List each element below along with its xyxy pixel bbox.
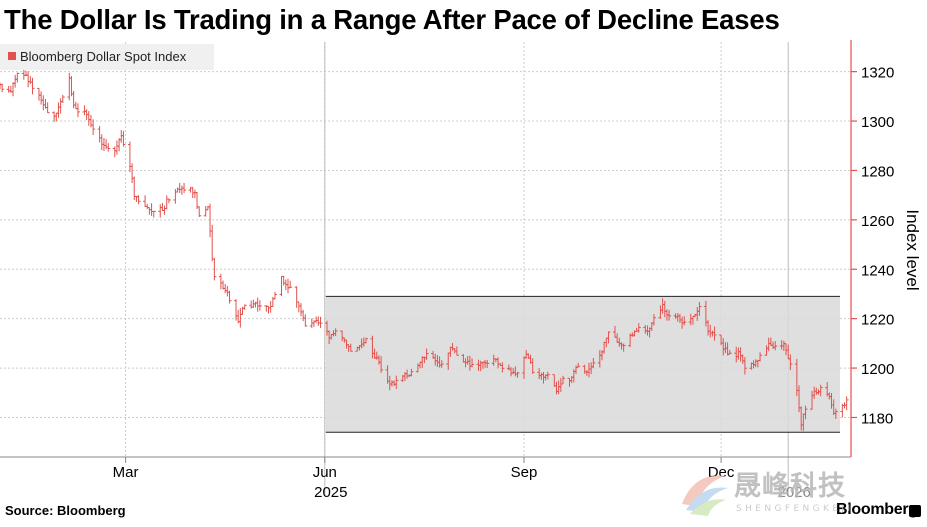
y-axis-label: Index level — [903, 209, 922, 290]
watermark-text: 晟峰科技 — [734, 471, 846, 502]
legend-label: Bloomberg Dollar Spot Index — [20, 49, 187, 64]
legend-swatch — [8, 52, 16, 60]
watermark-subtext: SHENGFENGKEJI — [736, 504, 854, 514]
trading-range-band — [325, 296, 840, 433]
x-tick-label: Mar — [113, 464, 139, 481]
series-bloomberg-dollar-spot — [0, 67, 849, 431]
bloomberg-logo-icon — [909, 505, 921, 517]
source-note: Source: Bloomberg — [5, 503, 126, 518]
watermark-logo-icon — [682, 475, 728, 516]
chart-title: The Dollar Is Trading in a Range After P… — [4, 4, 780, 35]
y-tick-label: 1300 — [861, 114, 894, 131]
y-tick-label: 1180 — [861, 410, 893, 427]
watermark: 晟峰科技 SHENGFENGKEJI — [676, 466, 876, 522]
legend: Bloomberg Dollar Spot Index — [0, 44, 214, 70]
y-tick-label: 1260 — [861, 213, 894, 230]
x-tick-label: Sep — [511, 464, 538, 481]
y-tick-label: 1220 — [861, 312, 894, 329]
x-tick-label: Jun — [313, 464, 337, 481]
y-axis-ticks: 1180 1200 1220 1240 1260 1280 1300 1320 — [851, 65, 894, 427]
y-tick-label: 1320 — [861, 65, 894, 82]
y-tick-label: 1240 — [861, 262, 894, 279]
y-tick-label: 1200 — [861, 361, 894, 378]
x-year-label: 2025 — [314, 484, 347, 501]
bloomberg-brand: Bloomberg — [836, 501, 918, 518]
legend-background — [0, 44, 214, 70]
y-tick-label: 1280 — [861, 163, 894, 180]
x-year-label: 2026 — [778, 484, 811, 501]
